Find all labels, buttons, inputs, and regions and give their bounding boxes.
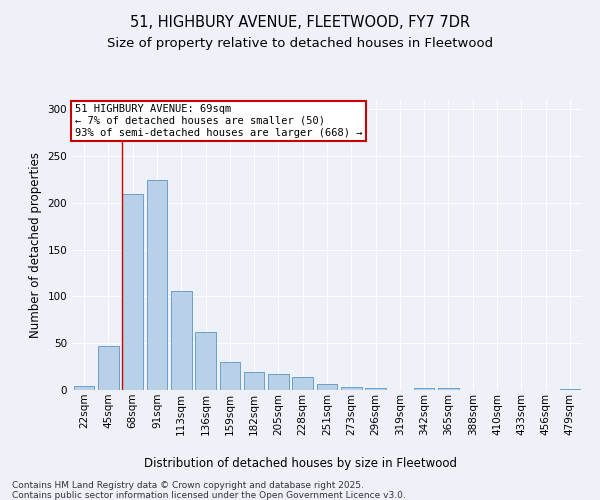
Bar [268, 374, 289, 390]
Text: Distribution of detached houses by size in Fleetwood: Distribution of detached houses by size … [143, 458, 457, 470]
Bar [220, 362, 240, 390]
Bar [195, 332, 216, 390]
Bar [438, 388, 459, 390]
Bar [365, 388, 386, 390]
Text: Size of property relative to detached houses in Fleetwood: Size of property relative to detached ho… [107, 38, 493, 51]
Bar [341, 387, 362, 390]
Text: Contains HM Land Registry data © Crown copyright and database right 2025.: Contains HM Land Registry data © Crown c… [12, 481, 364, 490]
Bar [292, 377, 313, 390]
Bar [317, 384, 337, 390]
Text: 51, HIGHBURY AVENUE, FLEETWOOD, FY7 7DR: 51, HIGHBURY AVENUE, FLEETWOOD, FY7 7DR [130, 15, 470, 30]
Bar [171, 291, 191, 390]
Bar [98, 346, 119, 390]
Bar [414, 388, 434, 390]
Bar [244, 372, 265, 390]
Bar [122, 194, 143, 390]
Text: Contains public sector information licensed under the Open Government Licence v3: Contains public sector information licen… [12, 491, 406, 500]
Bar [74, 386, 94, 390]
Text: 51 HIGHBURY AVENUE: 69sqm
← 7% of detached houses are smaller (50)
93% of semi-d: 51 HIGHBURY AVENUE: 69sqm ← 7% of detach… [74, 104, 362, 138]
Bar [560, 389, 580, 390]
Bar [146, 180, 167, 390]
Y-axis label: Number of detached properties: Number of detached properties [29, 152, 42, 338]
